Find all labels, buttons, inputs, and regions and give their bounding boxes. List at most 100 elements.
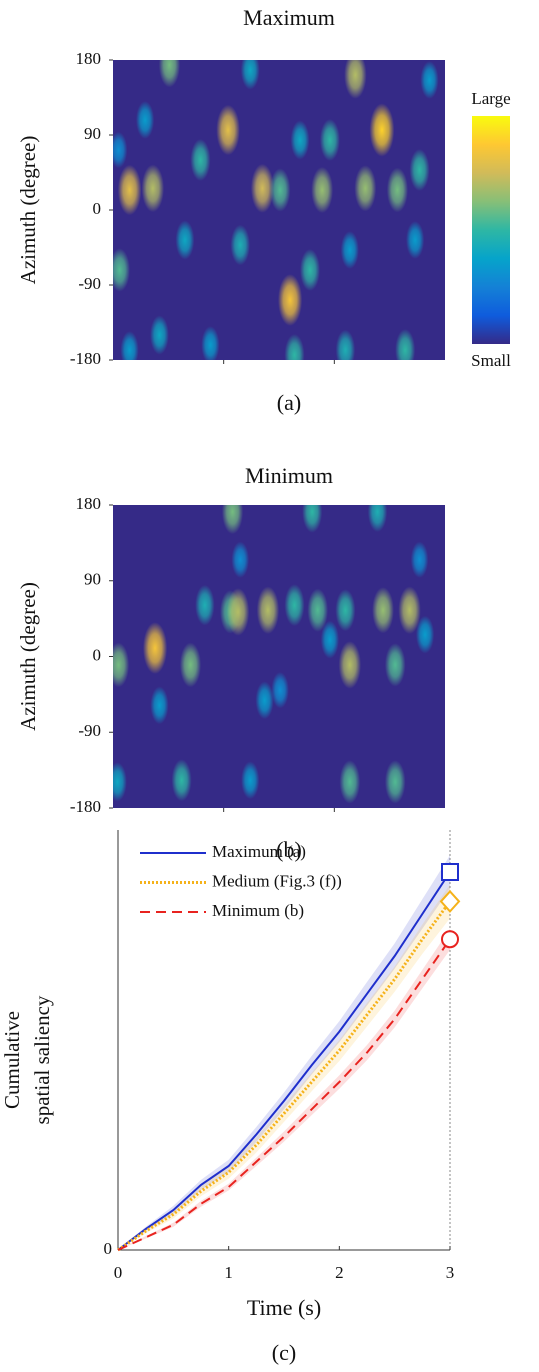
y-tick-label: 0 xyxy=(104,1239,113,1258)
end-marker xyxy=(439,889,461,913)
y-tick-label: -180 xyxy=(70,349,101,368)
heatmap-spot xyxy=(311,166,334,214)
heatmap-spot xyxy=(250,163,274,213)
heatmap-cells xyxy=(113,60,439,360)
heatmap-spot xyxy=(386,167,409,213)
panel-label: (a) xyxy=(277,390,301,415)
heatmap-spot xyxy=(150,315,169,355)
heatmap-spot xyxy=(406,221,425,259)
x-tick-label: 3 xyxy=(446,1263,455,1282)
heatmap-spot xyxy=(271,671,289,709)
heatmap-spot xyxy=(284,584,305,627)
heatmap-spot xyxy=(241,761,260,800)
heatmap-spot xyxy=(113,642,130,688)
heatmap-spot xyxy=(369,103,395,157)
heatmap-spot xyxy=(335,589,356,632)
x-tick-label: 1 xyxy=(224,1263,233,1282)
colorbar-label: Small xyxy=(471,351,511,370)
heatmap-spot xyxy=(319,119,340,161)
y-axis-label: Azimuth (degree) xyxy=(16,582,40,731)
heatmap-spot xyxy=(141,164,165,213)
x-tick-label: 2 xyxy=(335,1263,344,1282)
legend-label: Medium (Fig.3 (f)) xyxy=(212,871,342,890)
heatmap-spot xyxy=(384,643,406,687)
heatmap-spot xyxy=(190,139,211,181)
y-tick-label: 180 xyxy=(76,494,102,513)
x-tick-label: 0 xyxy=(114,1263,123,1282)
heatmap-spot xyxy=(142,622,168,674)
panel-label: (c) xyxy=(272,1340,296,1365)
series-line xyxy=(117,900,452,1252)
heatmap-spot xyxy=(221,505,244,535)
heatmap-spot xyxy=(175,220,195,260)
heatmap-spot xyxy=(320,620,340,659)
chart-title: Maximum xyxy=(243,5,335,30)
series-line xyxy=(117,871,451,1251)
heatmap-spot xyxy=(158,60,181,88)
heatmap-spot xyxy=(302,505,323,533)
heatmap-spot xyxy=(255,681,274,720)
heatmap-spot xyxy=(113,762,127,802)
heatmap-spot xyxy=(117,164,142,216)
heatmap-spot xyxy=(367,505,388,533)
legend-label: Maximum (a) xyxy=(212,842,306,861)
heatmap-spot xyxy=(354,165,377,212)
colorbar xyxy=(472,116,510,344)
heatmap-spot xyxy=(372,587,394,634)
heatmap-spot xyxy=(201,326,220,360)
heatmap-cells xyxy=(113,505,435,804)
heatmap-spot xyxy=(150,686,169,725)
heatmap-spot xyxy=(269,168,291,212)
y-tick-label: -180 xyxy=(70,797,101,816)
y-axis-label: spatial saliency xyxy=(30,995,54,1124)
heatmap-spot xyxy=(384,760,406,804)
y-tick-label: -90 xyxy=(78,274,101,293)
heatmap-spot xyxy=(113,248,130,292)
heatmap-spot xyxy=(420,61,439,99)
heatmap-spot xyxy=(415,615,435,654)
heatmap-spot xyxy=(256,586,280,635)
end-marker xyxy=(441,930,459,949)
x-axis-label: Time (s) xyxy=(247,1295,321,1320)
y-tick-label: 90 xyxy=(84,570,101,589)
heatmap-spot xyxy=(395,329,416,360)
end-marker xyxy=(441,863,459,881)
heatmap-spot xyxy=(339,760,361,804)
y-tick-label: 0 xyxy=(93,645,102,664)
heatmap-spot xyxy=(290,120,310,160)
y-tick-label: -90 xyxy=(78,721,101,740)
heatmap-spot xyxy=(195,584,215,626)
heatmap-spot xyxy=(113,131,128,169)
heatmap-spot xyxy=(216,104,240,156)
y-axis-label: Azimuth (degree) xyxy=(16,136,40,285)
y-axis-label: Cumulative xyxy=(0,1011,24,1109)
heatmap-spot xyxy=(120,331,139,360)
heatmap-spot xyxy=(231,541,250,578)
heatmap-spot xyxy=(344,60,367,99)
heatmap-spot xyxy=(240,60,260,90)
heatmap-spot xyxy=(284,334,305,360)
heatmap-spot xyxy=(226,588,250,636)
heatmap-spot xyxy=(230,224,250,266)
heatmap-spot xyxy=(335,329,356,360)
heatmap-spot xyxy=(307,588,329,632)
heatmap-spot xyxy=(179,642,202,688)
heatmap-spot xyxy=(299,249,320,291)
heatmap-spot xyxy=(340,231,359,269)
chart-title: Minimum xyxy=(245,463,333,488)
heatmap-spot xyxy=(410,541,429,578)
heatmap-spot xyxy=(409,149,430,191)
heatmap-spot xyxy=(277,274,303,326)
y-tick-label: 0 xyxy=(93,199,102,218)
y-tick-label: 90 xyxy=(84,124,101,143)
y-tick-label: 180 xyxy=(76,49,102,68)
heatmap-spot xyxy=(338,641,362,689)
legend-label: Minimum (b) xyxy=(212,901,304,920)
heatmap-spot xyxy=(171,759,192,802)
panel-label: (b) xyxy=(276,837,302,862)
heatmap-spot xyxy=(135,101,155,139)
colorbar-label: Large xyxy=(471,89,510,108)
heatmap-spot xyxy=(398,586,421,635)
